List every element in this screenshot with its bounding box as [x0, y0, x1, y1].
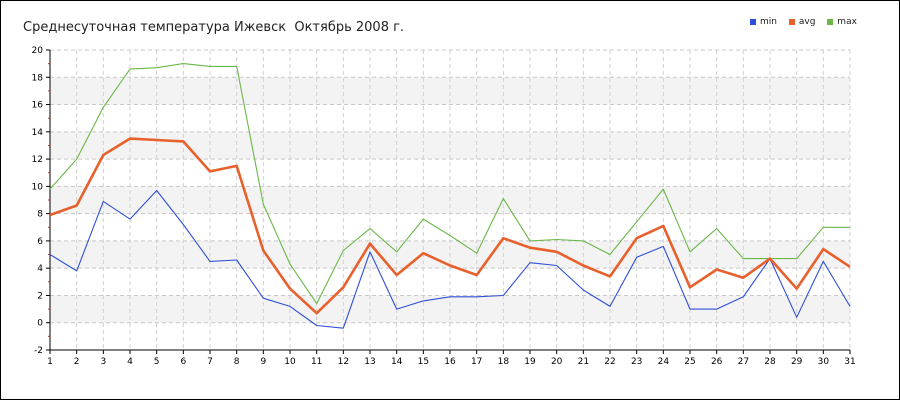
series-line-min	[49, 189, 851, 329]
x-tick-label: 30	[818, 357, 830, 367]
x-tick-label: 25	[684, 357, 695, 367]
legend-swatch-avg	[788, 19, 795, 25]
x-tick-label: 13	[364, 357, 375, 367]
x-tick-label: 6	[180, 357, 186, 367]
x-tick-label: 23	[631, 357, 642, 367]
x-tick-label: 18	[498, 357, 510, 367]
x-tick-label: 8	[234, 357, 240, 367]
y-tick-label: 6	[37, 237, 43, 247]
x-tick-label: 27	[738, 357, 749, 367]
x-tick-label: 17	[471, 357, 482, 367]
y-tick-label: 14	[32, 128, 44, 138]
chart-legend: min avg max	[750, 17, 866, 28]
x-tick-label: 26	[711, 357, 723, 367]
x-tick-label: 3	[100, 357, 106, 367]
y-tick-label: 16	[32, 101, 44, 111]
x-tick-label: 10	[284, 357, 296, 367]
chart-title: Среднесуточная температура Ижевск Октябр…	[23, 20, 405, 35]
y-tick-label: 0	[37, 319, 43, 329]
legend-label-max: max	[837, 17, 857, 27]
x-tick-label: 5	[154, 357, 160, 367]
y-tick-label: 18	[32, 73, 44, 83]
x-tick-label: 24	[658, 357, 670, 367]
legend-item-avg: avg	[788, 17, 816, 27]
x-tick-label: 7	[207, 357, 213, 367]
x-tick-label: 29	[791, 357, 803, 367]
legend-label-avg: avg	[798, 17, 816, 27]
x-tick-label: 9	[260, 357, 266, 367]
x-tick-label: 2	[74, 357, 80, 367]
x-tick-label: 19	[524, 357, 536, 367]
y-tick-label: 4	[37, 264, 43, 274]
legend-item-max: max	[827, 17, 857, 27]
x-tick-label: 11	[311, 357, 322, 367]
series-line-max	[49, 63, 850, 305]
x-tick-label: 22	[604, 357, 615, 367]
x-tick-label: 21	[578, 357, 589, 367]
legend-swatch-min	[750, 19, 756, 25]
x-tick-label: 16	[444, 357, 456, 367]
x-tick-label: 4	[127, 357, 133, 367]
x-tick-label: 15	[418, 357, 429, 367]
y-tick-label: 12	[32, 155, 43, 165]
y-tick-label: 20	[32, 46, 44, 56]
y-tick-label: 10	[32, 182, 44, 192]
legend-swatch-max	[827, 19, 834, 25]
y-tick-label: 8	[37, 210, 43, 220]
x-tick-label: 12	[338, 357, 349, 367]
y-tick-label: 2	[37, 291, 43, 301]
x-tick-label: 28	[764, 357, 776, 367]
x-tick-label: 31	[844, 357, 855, 367]
legend-item-min: min	[750, 17, 777, 27]
x-tick-label: 14	[391, 357, 403, 367]
x-tick-label: 1	[47, 357, 53, 367]
legend-label-min: min	[760, 17, 777, 27]
x-tick-label: 20	[551, 357, 563, 367]
y-tick-label: -2	[34, 346, 43, 356]
series-line-avg	[49, 137, 851, 315]
